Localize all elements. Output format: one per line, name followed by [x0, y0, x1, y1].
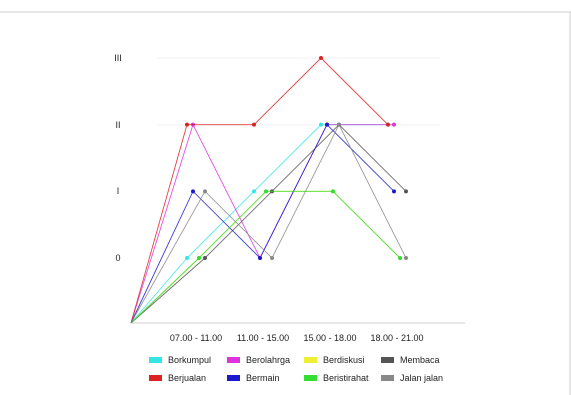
legend-label-borkumpul: Borkumpul	[168, 355, 211, 365]
y-tick-label-1: I	[117, 186, 120, 196]
series-line-berolahrga	[130, 123, 394, 324]
legend-swatch-berdiskusi	[304, 357, 317, 363]
legend-swatch-bermain	[227, 375, 240, 381]
point-borkumpul-0	[185, 256, 189, 260]
point-membaca-3	[404, 189, 408, 194]
legend-swatch-membaca	[381, 357, 394, 363]
point-berjualan-2	[319, 56, 323, 60]
x-tick-label-3: 18.00 - 21.00	[370, 333, 423, 343]
point-bermain-0	[191, 189, 195, 194]
point-borkumpul-2	[319, 122, 323, 127]
legend-label-berolahrga: Berolahrga	[246, 355, 290, 365]
point-berjualan-0	[185, 122, 189, 127]
y-tick-label-2: II	[115, 120, 120, 130]
point-beristirahat-3	[398, 256, 402, 260]
legend-label-membaca: Membaca	[400, 355, 440, 365]
y-tick-label-3: III	[114, 53, 122, 63]
point-beristirahat-1	[264, 189, 268, 194]
x-tick-label-2: 15.00 - 18.00	[303, 333, 356, 343]
point-bermain-3	[392, 189, 396, 194]
point-membaca-0	[203, 256, 207, 260]
legend: Borkumpul Berolahrga Berdiskusi Membaca Berj…	[149, 355, 443, 383]
series-lines	[130, 56, 408, 324]
point-jalan-jalan-0	[203, 189, 207, 194]
point-berolahrga-3	[392, 122, 396, 127]
point-jalan-jalan-3	[404, 256, 408, 260]
point-beristirahat-2	[331, 189, 335, 194]
point-jalan-jalan-2	[337, 122, 341, 127]
legend-label-beristirahat: Beristirahat	[323, 373, 369, 383]
point-beristirahat-0	[197, 256, 201, 260]
legend-label-berjualan: Berjualan	[168, 373, 206, 383]
point-berjualan-1	[252, 122, 256, 127]
legend-label-jalan-jalan: Jalan jalan	[400, 373, 443, 383]
x-tick-label-0: 07.00 - 11.00	[170, 333, 222, 343]
series-line-beristirahat	[130, 190, 401, 324]
series-line-membaca	[130, 124, 407, 324]
legend-label-bermain: Bermain	[246, 373, 280, 383]
series-line-berdiskusi	[130, 190, 401, 324]
series-line-berjualan	[130, 57, 389, 324]
grid-lines	[158, 57, 440, 126]
legend-swatch-berolahrga	[227, 357, 240, 363]
x-axis-ticks: 07.00 - 11.00 11.00 - 15.00 15.00 - 18.00 1…	[170, 333, 424, 343]
point-bermain-2	[325, 122, 329, 127]
legend-swatch-berjualan	[149, 375, 162, 381]
legend-swatch-borkumpul	[149, 357, 162, 363]
legend-swatch-beristirahat	[304, 375, 317, 381]
y-tick-label-0: 0	[115, 253, 120, 263]
legend-swatch-jalan-jalan	[381, 375, 394, 381]
point-bermain-1	[258, 256, 262, 260]
series-line-bermain	[130, 123, 395, 324]
point-berjualan-3	[386, 122, 390, 127]
point-jalan-jalan-1	[270, 256, 274, 260]
x-tick-label-1: 11.00 - 15.00	[237, 333, 289, 343]
point-borkumpul-1	[252, 189, 256, 194]
series-line-jalan-jalan	[130, 123, 407, 324]
series-line-borkumpul	[130, 124, 388, 324]
legend-label-berdiskusi: Berdiskusi	[323, 355, 365, 365]
